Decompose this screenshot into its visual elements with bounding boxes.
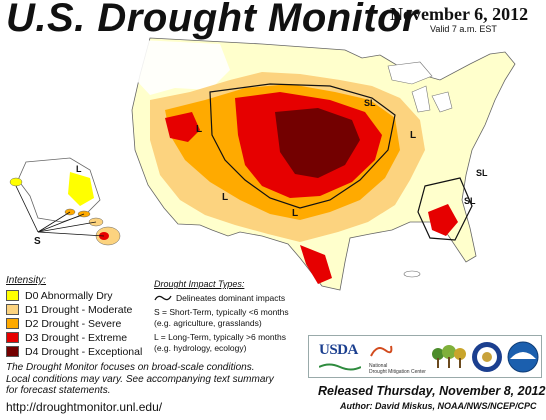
trees-logo-icon	[432, 345, 466, 368]
impact-boundary-east	[417, 177, 473, 241]
map-label-sl-midwest: SL	[364, 98, 376, 108]
page-title: U.S. Drought Monitor	[6, 0, 419, 40]
usda-logo: USDA	[318, 342, 362, 372]
valid-time: Valid 7 a.m. EST	[430, 24, 497, 34]
legend-swatch-d4	[6, 346, 19, 357]
legend-label-d1: D1 Drought - Moderate	[25, 303, 133, 316]
drought-map: L L L L SL SL SL L S	[9, 37, 516, 291]
website-link[interactable]: http://droughtmonitor.unl.edu/	[6, 400, 163, 414]
legend-item-d3: D3 Drought - Extreme	[6, 331, 127, 344]
legend-label-d2: D2 Drought - Severe	[25, 317, 122, 330]
footnote: The Drought Monitor focuses on broad-sca…	[6, 362, 306, 397]
alaska-d0	[68, 172, 94, 206]
legend-swatch-d0	[6, 290, 19, 301]
ndmc-logo: National Drought Mitigation Center	[369, 344, 429, 375]
map-label-l-east: L	[410, 130, 416, 141]
legend-item-d2: D2 Drought - Severe	[6, 317, 121, 330]
impact-long-term-examples: (e.g. hydrology, ecology)	[154, 343, 247, 353]
legend-item-d1: D1 Drought - Moderate	[6, 303, 132, 316]
region-d3-west	[165, 112, 200, 142]
impact-short-term-examples: (e.g. agriculture, grasslands)	[154, 318, 262, 328]
footnote-line-3: for forecast statements.	[6, 385, 111, 396]
impact-types-title: Drought Impact Types:	[154, 279, 245, 289]
region-d3-southeast	[428, 204, 458, 236]
map-label-sl-southeast: SL	[464, 196, 476, 206]
author: Author: David Miskus, NOAA/NWS/NCEP/CPC	[340, 401, 537, 411]
impact-long-term: L = Long-Term, typically >6 months	[154, 332, 286, 342]
ndmc-text-1: National	[369, 363, 388, 369]
impact-line-icon	[154, 295, 172, 301]
legend-item-d4: D4 Drought - Exceptional	[6, 345, 142, 358]
puerto-rico	[403, 270, 421, 278]
hawaii	[9, 177, 121, 246]
ndmc-text-2: Drought Mitigation Center	[369, 369, 426, 375]
map-label-s-hawaii: S	[34, 236, 41, 247]
map-label-l-plains: L	[292, 208, 298, 219]
region-northwest-clear	[136, 40, 230, 95]
legend-swatch-d3	[6, 332, 19, 343]
map-label-sl-northeast: SL	[476, 168, 488, 178]
usda-logo-text: USDA	[319, 342, 358, 358]
legend-item-d0: D0 Abnormally Dry	[6, 289, 113, 302]
region-d4	[275, 108, 360, 178]
legend-label-d4: D4 Drought - Exceptional	[25, 345, 143, 358]
impact-boundary	[209, 83, 396, 209]
legend-label-d0: D0 Abnormally Dry	[25, 289, 113, 302]
footnote-line-2: Local conditions may vary. See accompany…	[6, 373, 274, 385]
ndmc-swirl-icon	[370, 345, 393, 357]
great-lakes	[387, 61, 453, 113]
partner-logos: USDA National Drought Mitigation Center	[308, 335, 542, 378]
usda-wave-icon	[318, 363, 362, 371]
legend-title: Intensity:	[6, 275, 47, 286]
impact-short-term: S = Short-Term, typically <6 months	[154, 307, 289, 317]
impact-line-label: Delineates dominant impacts	[176, 293, 286, 303]
noaa-logo-icon	[507, 341, 539, 373]
map-label-l-west: L	[196, 124, 202, 135]
map-date: November 6, 2012	[390, 4, 529, 24]
release-date: Released Thursday, November 8, 2012	[318, 384, 546, 398]
doc-seal-icon	[472, 342, 502, 372]
legend-label-d3: D3 Drought - Extreme	[25, 331, 128, 344]
legend-swatch-d2	[6, 318, 19, 329]
footnote-line-1: The Drought Monitor focuses on broad-sca…	[6, 362, 255, 373]
region-texas-south	[300, 245, 332, 284]
map-label-l-alaska: L	[76, 164, 82, 174]
map-label-l-southwest: L	[222, 192, 228, 203]
legend-swatch-d1	[6, 304, 19, 315]
